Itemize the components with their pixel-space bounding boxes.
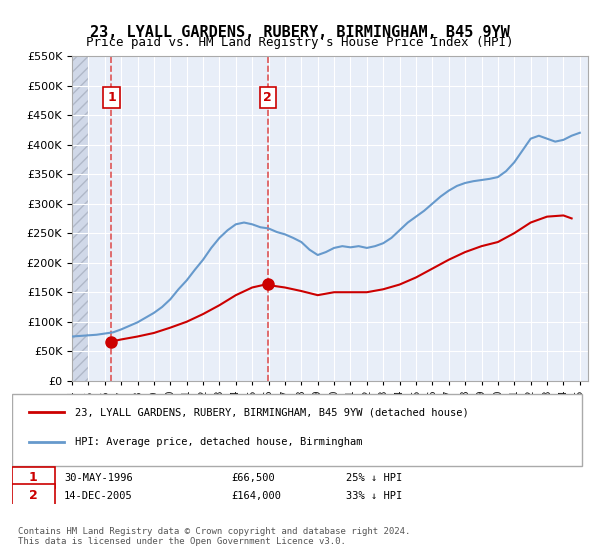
Text: 14-DEC-2005: 14-DEC-2005 bbox=[64, 491, 133, 501]
Text: Contains HM Land Registry data © Crown copyright and database right 2024.
This d: Contains HM Land Registry data © Crown c… bbox=[18, 526, 410, 546]
FancyBboxPatch shape bbox=[12, 394, 582, 466]
Text: 33% ↓ HPI: 33% ↓ HPI bbox=[346, 491, 403, 501]
Text: 1: 1 bbox=[29, 471, 38, 484]
Text: £66,500: £66,500 bbox=[231, 473, 275, 483]
Text: 25% ↓ HPI: 25% ↓ HPI bbox=[346, 473, 403, 483]
Text: HPI: Average price, detached house, Birmingham: HPI: Average price, detached house, Birm… bbox=[76, 437, 363, 447]
Text: £164,000: £164,000 bbox=[231, 491, 281, 501]
Text: 2: 2 bbox=[263, 91, 272, 104]
Bar bbox=[72, 56, 88, 381]
FancyBboxPatch shape bbox=[12, 484, 55, 505]
Text: 23, LYALL GARDENS, RUBERY, BIRMINGHAM, B45 9YW: 23, LYALL GARDENS, RUBERY, BIRMINGHAM, B… bbox=[90, 25, 510, 40]
FancyBboxPatch shape bbox=[12, 467, 55, 488]
Text: Price paid vs. HM Land Registry's House Price Index (HPI): Price paid vs. HM Land Registry's House … bbox=[86, 36, 514, 49]
Text: 2: 2 bbox=[29, 489, 38, 502]
Text: 1: 1 bbox=[107, 91, 116, 104]
Text: 23, LYALL GARDENS, RUBERY, BIRMINGHAM, B45 9YW (detached house): 23, LYALL GARDENS, RUBERY, BIRMINGHAM, B… bbox=[76, 407, 469, 417]
Text: 30-MAY-1996: 30-MAY-1996 bbox=[64, 473, 133, 483]
